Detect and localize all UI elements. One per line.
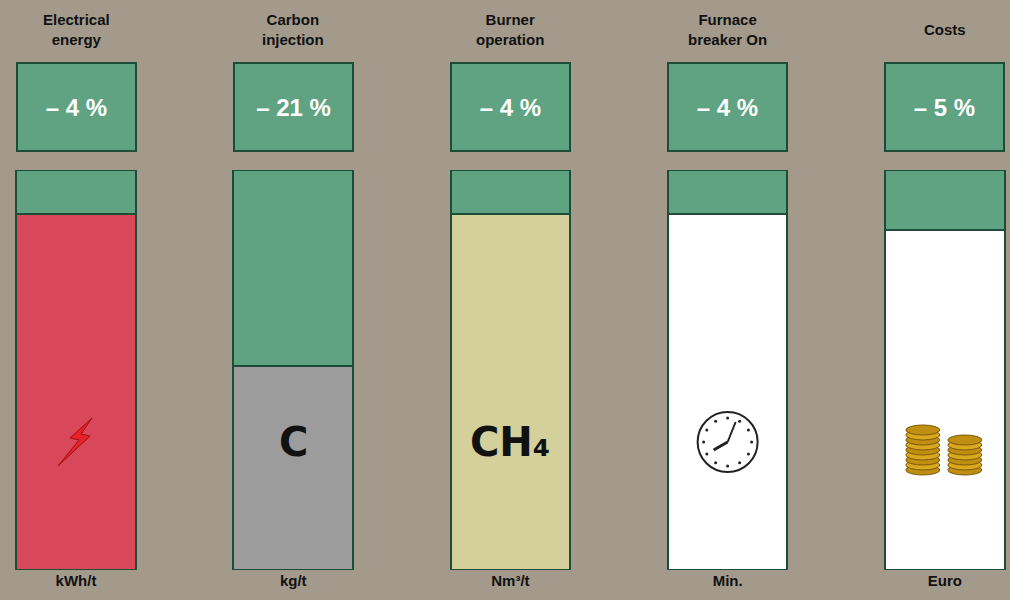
- svg-text:kg/t: kg/t: [280, 572, 307, 589]
- svg-text:Electricalenergy: Electricalenergy: [43, 11, 110, 48]
- svg-text:Burneroperation: Burneroperation: [476, 11, 544, 48]
- svg-text:Furnacebreaker On: Furnacebreaker On: [688, 11, 767, 48]
- svg-text:Carboninjection: Carboninjection: [262, 11, 324, 48]
- svg-text:– 21 %: – 21 %: [256, 94, 331, 121]
- svg-text:– 4 %: – 4 %: [46, 94, 107, 121]
- svg-text:Euro: Euro: [928, 572, 962, 589]
- svg-text:– 5 %: – 5 %: [914, 94, 975, 121]
- svg-text:C: C: [279, 419, 308, 465]
- svg-text:Min.: Min.: [713, 572, 743, 589]
- svg-text:– 4 %: – 4 %: [480, 94, 541, 121]
- svg-text:– 4 %: – 4 %: [697, 94, 758, 121]
- svg-text:Nm³/t: Nm³/t: [491, 572, 529, 589]
- svg-text:Costs: Costs: [924, 21, 966, 38]
- svg-text:CH₄: CH₄: [470, 419, 550, 465]
- svg-text:kWh/t: kWh/t: [56, 572, 97, 589]
